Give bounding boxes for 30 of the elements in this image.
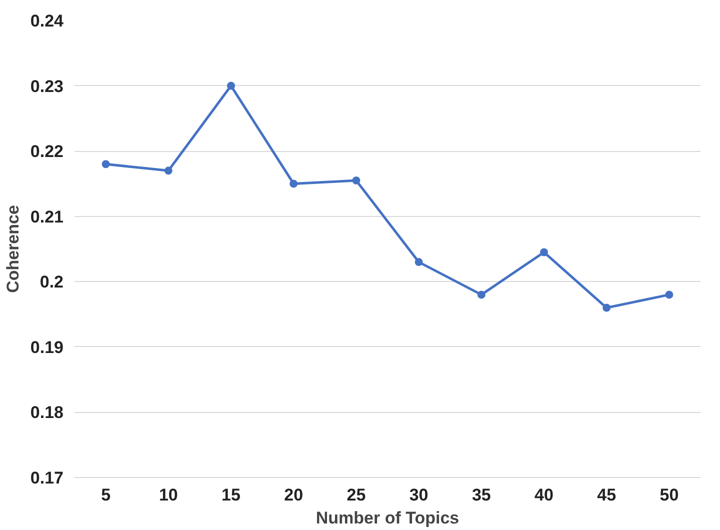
y-tick-label: 0.23 (30, 76, 64, 96)
y-tick-label: 0.2 (40, 272, 64, 292)
y-axis-title: Coherence (3, 205, 22, 293)
x-tick-label: 25 (346, 486, 366, 504)
point (477, 290, 486, 299)
x-axis-title: Number of Topics (316, 508, 460, 528)
x-tick-label: 40 (534, 486, 554, 504)
x-tick-label: 5 (101, 486, 111, 504)
y-tick-label: 0.21 (30, 207, 64, 226)
point (602, 304, 611, 312)
x-tick-label: 30 (409, 486, 428, 504)
point (227, 82, 235, 90)
x-tick-label: 50 (660, 486, 679, 504)
point (164, 166, 172, 175)
point (102, 160, 110, 168)
point (352, 176, 360, 184)
point (414, 258, 423, 266)
point (290, 180, 298, 188)
point (540, 248, 548, 256)
x-tick-label: 35 (472, 486, 491, 504)
y-tick-label: 0.24 (30, 12, 64, 30)
point (665, 290, 674, 299)
y-tick-label: 0.22 (30, 142, 64, 162)
y-tick-label: 0.17 (30, 468, 64, 488)
x-tick-label: 45 (597, 486, 616, 504)
y-tick-label: 0.18 (30, 403, 64, 422)
y-tick-label: 0.19 (30, 338, 64, 357)
x-tick-label: 15 (222, 486, 240, 504)
x-tick-label: 20 (284, 486, 304, 504)
x-tick-label: 10 (158, 486, 178, 504)
